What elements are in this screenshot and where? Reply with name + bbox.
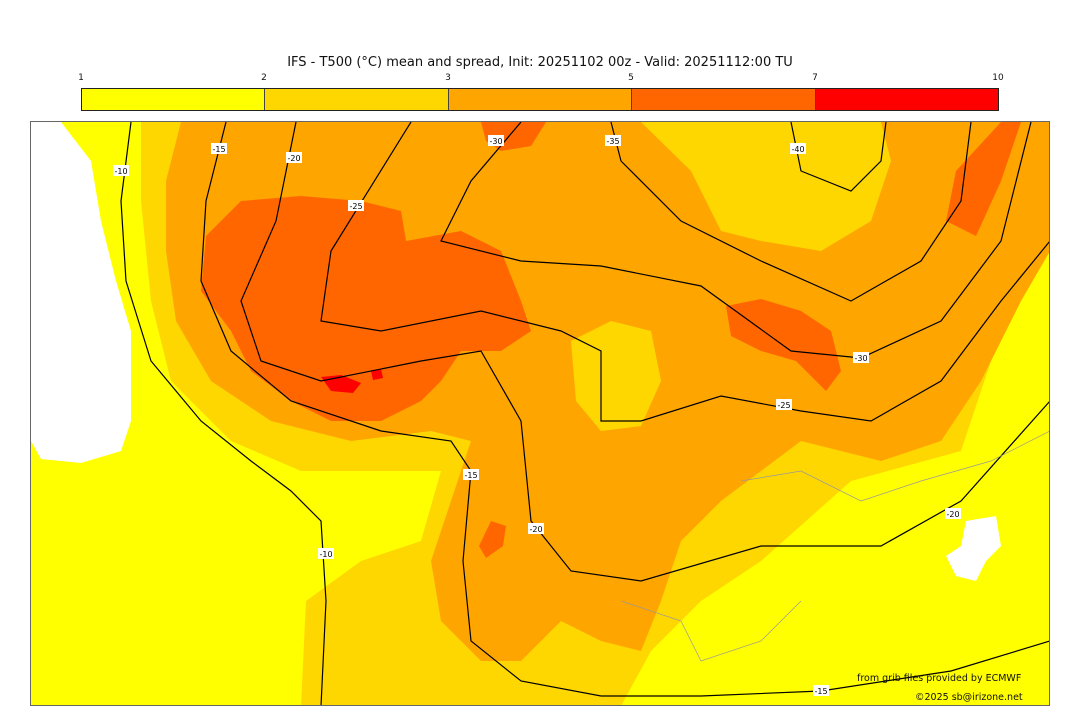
spread-map: -10 -15 -20 -25 -30 -35 -40 -30 -25 -15 … bbox=[30, 121, 1050, 706]
contour-line bbox=[200, 122, 1049, 697]
colorbar-segment-5-7 bbox=[632, 89, 816, 110]
colorbar-segment-3-5 bbox=[448, 89, 633, 110]
no-data-area bbox=[946, 516, 1001, 581]
contour-line bbox=[790, 122, 887, 192]
contour-line bbox=[440, 122, 1032, 359]
contour-line bbox=[120, 122, 327, 705]
colorbar-tick: 10 bbox=[992, 73, 1004, 83]
colorbar-tick: 7 bbox=[812, 73, 818, 83]
colorbar-segment-1-2 bbox=[82, 89, 266, 110]
contour-line bbox=[240, 122, 1049, 582]
contour-label: -25 bbox=[349, 202, 362, 211]
contour-label: -35 bbox=[606, 137, 619, 146]
contour-label: -30 bbox=[854, 354, 867, 363]
contour-line bbox=[610, 122, 972, 302]
spread-7-10-area bbox=[371, 369, 383, 380]
contour-label: -20 bbox=[529, 525, 542, 534]
colorbar-segment-7-10 bbox=[815, 89, 999, 110]
contour-label: -10 bbox=[319, 550, 332, 559]
copyright-credit: ©2025 sb@irizone.net bbox=[915, 692, 1023, 703]
contour-label: -20 bbox=[287, 154, 300, 163]
colorbar-tick: 2 bbox=[261, 73, 267, 83]
colorbar-segment-2-3 bbox=[265, 89, 449, 110]
spread-5-7-area bbox=[201, 196, 531, 421]
contour-label: -40 bbox=[791, 145, 804, 154]
colorbar-tick: 1 bbox=[78, 73, 84, 83]
borders bbox=[620, 431, 1049, 662]
contour-label: -25 bbox=[777, 401, 790, 410]
contour-labels: -10 -15 -20 -25 -30 -35 -40 -30 -25 -15 … bbox=[113, 135, 961, 696]
contour-label: -15 bbox=[464, 471, 477, 480]
contour-label: -10 bbox=[114, 167, 127, 176]
contour-line bbox=[320, 122, 1049, 422]
spread-2-3-area bbox=[571, 321, 661, 431]
no-data-area bbox=[31, 122, 131, 463]
spread-5-7-area bbox=[946, 122, 1021, 236]
contour-label: -15 bbox=[814, 687, 827, 696]
contour-label: -20 bbox=[946, 510, 959, 519]
colorbar-tick: 5 bbox=[628, 73, 634, 83]
isotherm-contours bbox=[120, 122, 1049, 705]
contour-label: -15 bbox=[212, 145, 225, 154]
spread-5-7-area bbox=[479, 521, 506, 558]
colorbar bbox=[81, 88, 999, 111]
data-source-credit: from grib files provided by ECMWF bbox=[857, 673, 1022, 684]
colorbar-tick: 3 bbox=[445, 73, 451, 83]
map-title: IFS - T500 (°C) mean and spread, Init: 2… bbox=[287, 55, 793, 70]
contour-label: -30 bbox=[489, 137, 502, 146]
